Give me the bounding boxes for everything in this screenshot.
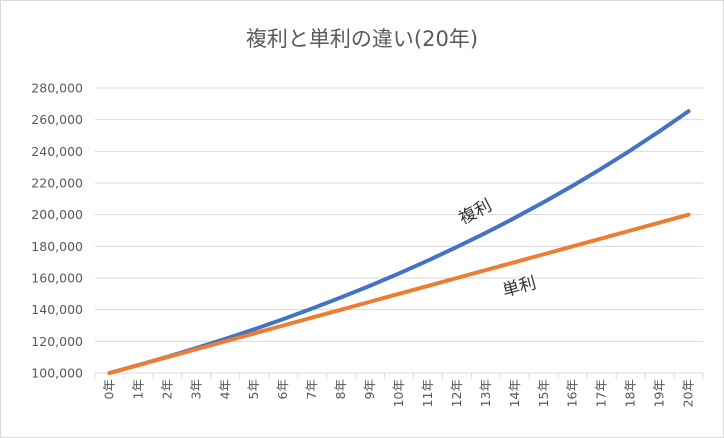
x-tick-label: 18年 bbox=[623, 379, 638, 407]
y-tick-label: 100,000 bbox=[31, 366, 83, 381]
x-tick-label: 14年 bbox=[507, 379, 522, 407]
series-annotation: 単利 bbox=[500, 273, 538, 301]
y-tick-label: 260,000 bbox=[31, 112, 83, 127]
y-tick-label: 220,000 bbox=[31, 176, 83, 191]
x-tick-label: 15年 bbox=[536, 379, 551, 407]
y-tick-label: 280,000 bbox=[31, 81, 83, 96]
x-tick-label: 9年 bbox=[362, 379, 377, 399]
x-tick-label: 1年 bbox=[130, 379, 145, 399]
y-tick-label: 180,000 bbox=[31, 239, 83, 254]
y-tick-label: 160,000 bbox=[31, 271, 83, 286]
series-line-1 bbox=[107, 212, 691, 375]
x-tick-label: 16年 bbox=[565, 379, 580, 407]
x-tick-label: 10年 bbox=[391, 379, 406, 407]
x-tick-label: 2年 bbox=[159, 379, 174, 399]
series-line-0 bbox=[107, 109, 691, 375]
x-tick-label: 20年 bbox=[681, 379, 696, 407]
x-tick-label: 11年 bbox=[420, 379, 435, 407]
x-tick-label: 8年 bbox=[333, 379, 348, 399]
x-tick-label: 3年 bbox=[188, 379, 203, 399]
x-tick-label: 5年 bbox=[246, 379, 261, 399]
x-tick-label: 12年 bbox=[449, 379, 464, 407]
x-tick-label: 17年 bbox=[594, 379, 609, 407]
x-tick-label: 0年 bbox=[101, 379, 116, 399]
x-tick-label: 19年 bbox=[652, 379, 667, 407]
x-tick-label: 6年 bbox=[275, 379, 290, 399]
y-tick-label: 240,000 bbox=[31, 144, 83, 159]
y-tick-label: 140,000 bbox=[31, 302, 83, 317]
chart-title: 複利と単利の違い(20年) bbox=[245, 27, 479, 51]
x-tick-label: 13年 bbox=[478, 379, 493, 407]
x-tick-label: 7年 bbox=[304, 379, 319, 399]
series-annotation: 複利 bbox=[456, 196, 495, 229]
x-tick-label: 4年 bbox=[217, 379, 232, 399]
y-tick-label: 120,000 bbox=[31, 334, 83, 349]
y-tick-label: 200,000 bbox=[31, 207, 83, 222]
